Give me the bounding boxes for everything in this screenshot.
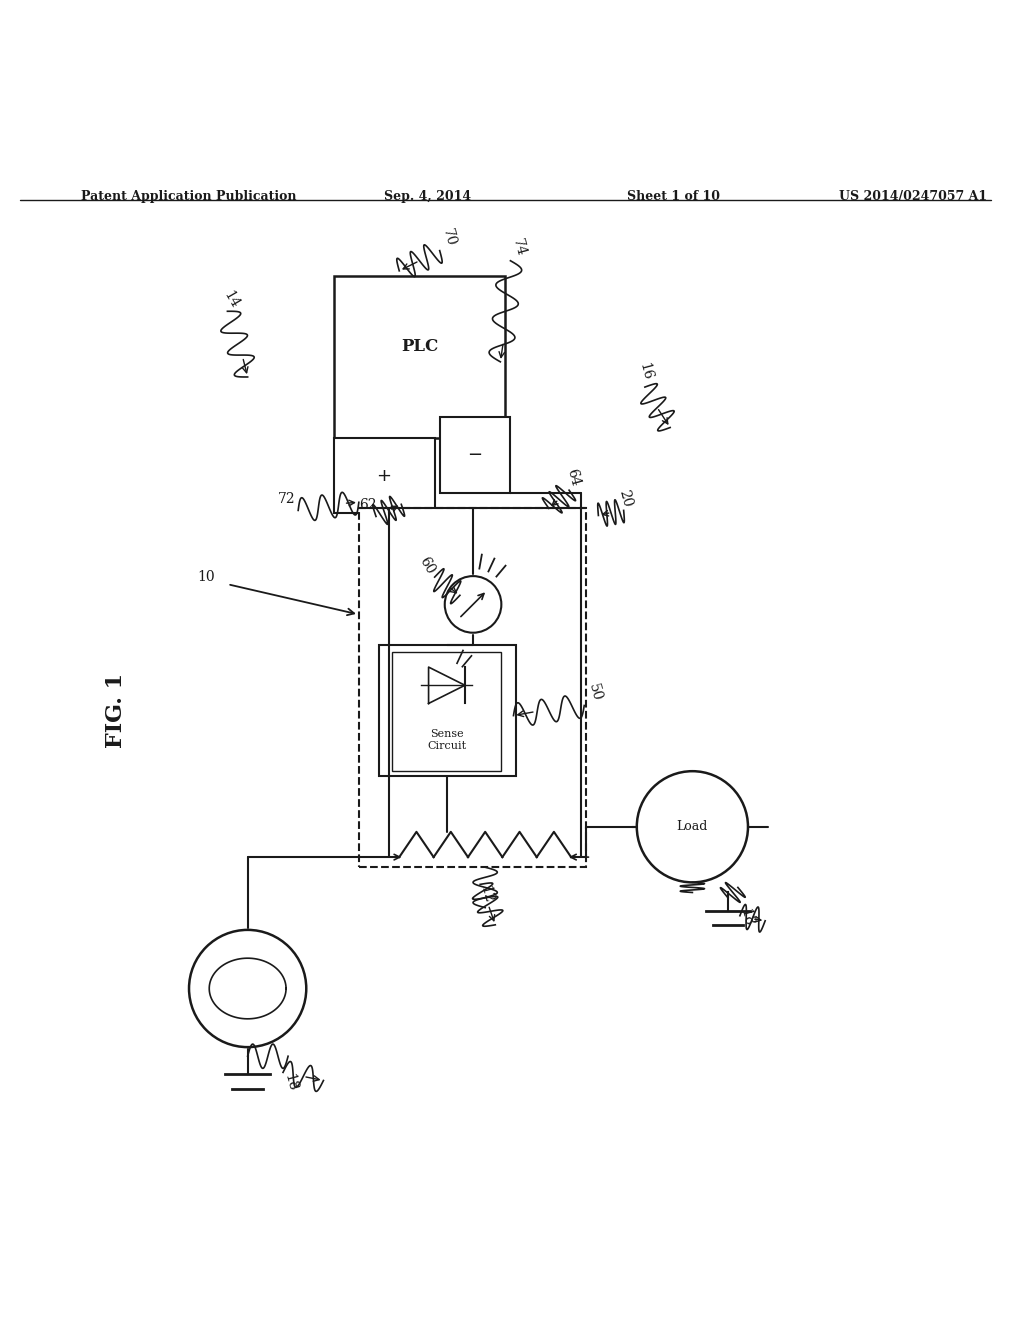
FancyBboxPatch shape xyxy=(439,417,510,494)
Text: Load: Load xyxy=(677,820,708,833)
Text: −: − xyxy=(468,446,482,465)
Text: 16: 16 xyxy=(637,362,655,381)
Text: 74: 74 xyxy=(510,236,528,257)
Text: US 2014/0247057 A1: US 2014/0247057 A1 xyxy=(839,190,987,203)
Text: 18: 18 xyxy=(738,907,756,928)
Text: +: + xyxy=(377,466,391,484)
Text: Sheet 1 of 10: Sheet 1 of 10 xyxy=(627,190,720,203)
Text: 20: 20 xyxy=(616,488,635,508)
Text: FIG. 1: FIG. 1 xyxy=(105,673,127,748)
Text: 14: 14 xyxy=(220,289,242,312)
Text: 18: 18 xyxy=(281,1072,299,1093)
FancyBboxPatch shape xyxy=(379,645,515,776)
Text: Sense
Circuit: Sense Circuit xyxy=(428,729,467,751)
Text: PLC: PLC xyxy=(400,338,438,355)
Text: 62: 62 xyxy=(358,499,377,512)
Text: 12: 12 xyxy=(477,884,496,904)
FancyBboxPatch shape xyxy=(334,438,434,513)
Text: Sep. 4, 2014: Sep. 4, 2014 xyxy=(384,190,471,203)
Text: 64: 64 xyxy=(564,467,582,488)
Text: 50: 50 xyxy=(587,682,604,702)
Text: Patent Application Publication: Patent Application Publication xyxy=(81,190,296,203)
Text: 70: 70 xyxy=(439,227,458,248)
Text: 60: 60 xyxy=(417,554,437,577)
FancyBboxPatch shape xyxy=(334,276,506,438)
Text: 10: 10 xyxy=(197,570,215,585)
Text: 72: 72 xyxy=(278,492,296,507)
FancyBboxPatch shape xyxy=(392,652,502,771)
FancyBboxPatch shape xyxy=(358,508,587,867)
